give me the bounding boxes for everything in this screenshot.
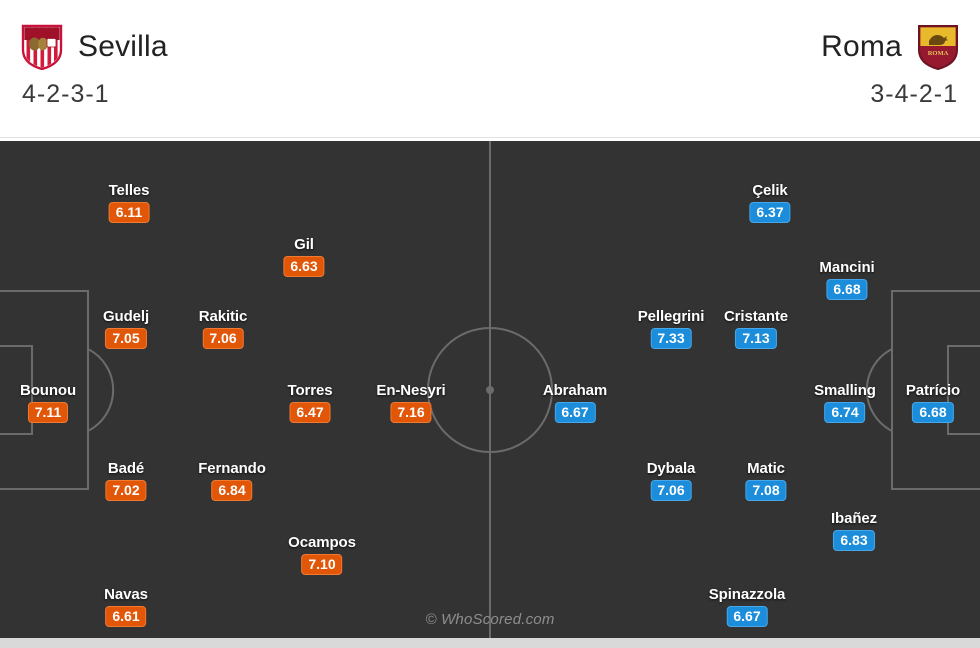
player-marker[interactable]: Patrício 6.68 xyxy=(906,383,960,423)
player-name: Gil xyxy=(294,236,314,253)
player-marker[interactable]: Torres 6.47 xyxy=(288,383,333,423)
player-rating-badge: 6.61 xyxy=(105,606,147,627)
player-marker[interactable]: Ocampos 7.10 xyxy=(288,535,356,575)
player-rating-badge: 7.06 xyxy=(202,328,244,349)
player-name: Smalling xyxy=(814,382,876,399)
player-rating-badge: 6.47 xyxy=(289,402,331,423)
player-rating-badge: 6.11 xyxy=(108,202,150,223)
match-header: Sevilla 4-2-3-1 Roma xyxy=(0,0,980,138)
svg-text:ROMA: ROMA xyxy=(928,50,949,57)
player-marker[interactable]: Abraham 6.67 xyxy=(543,383,607,423)
player-name: Torres xyxy=(287,382,333,399)
player-marker[interactable]: Rakitic 7.06 xyxy=(198,308,248,349)
player-rating-badge: 6.74 xyxy=(824,402,866,423)
pitch-markings xyxy=(0,141,980,638)
player-marker[interactable]: Navas 6.61 xyxy=(104,587,148,627)
player-name: Ibañez xyxy=(830,510,878,527)
player-marker[interactable]: Dybala 7.06 xyxy=(646,460,696,501)
home-formation: 4-2-3-1 xyxy=(22,80,110,108)
footer-strip xyxy=(0,638,980,648)
pitch: Bounou 7.11 Telles 6.11 Gudelj 7.05 Badé 7.02 Na… xyxy=(0,141,980,638)
player-name: Ocampos xyxy=(288,534,356,551)
player-rating-badge: 7.16 xyxy=(390,402,432,423)
player-name: Matic xyxy=(747,460,785,477)
player-rating-badge: 6.84 xyxy=(211,480,253,501)
player-rating-badge: 7.11 xyxy=(27,402,69,423)
player-rating-badge: 6.68 xyxy=(912,402,954,423)
watermark: © WhoScored.com xyxy=(425,611,555,628)
player-rating-badge: 7.08 xyxy=(745,480,787,501)
player-name: Bounou xyxy=(19,382,77,399)
player-name: Pellegrini xyxy=(637,308,705,325)
player-name: Rakitic xyxy=(198,308,248,325)
player-marker[interactable]: Telles 6.11 xyxy=(109,183,150,223)
player-rating-badge: 7.06 xyxy=(650,480,692,501)
player-marker[interactable]: Bounou 7.11 xyxy=(20,383,76,423)
player-rating-badge: 6.67 xyxy=(554,402,596,423)
player-name: Mancini xyxy=(819,259,875,276)
home-team-row: Sevilla xyxy=(20,18,168,76)
player-rating-badge: 7.33 xyxy=(650,328,692,349)
player-marker[interactable]: Ibañez 6.83 xyxy=(831,511,877,551)
player-marker[interactable]: Fernando 6.84 xyxy=(198,461,266,501)
player-rating-badge: 6.83 xyxy=(833,530,875,551)
player-rating-badge: 6.68 xyxy=(826,279,868,300)
player-marker[interactable]: Gil 6.63 xyxy=(283,236,325,277)
player-name: Cristante xyxy=(723,308,789,325)
home-team-block: Sevilla 4-2-3-1 xyxy=(20,18,168,109)
player-marker[interactable]: Mancini 6.68 xyxy=(819,259,875,300)
player-marker[interactable]: Gudelj 7.05 xyxy=(103,309,149,349)
away-team-block: Roma ROMA xyxy=(821,18,960,109)
player-name: Fernando xyxy=(198,460,266,477)
player-rating-badge: 6.63 xyxy=(283,256,325,277)
player-name: En-Nesyri xyxy=(376,382,446,399)
player-marker[interactable]: Pellegrini 7.33 xyxy=(637,308,705,349)
sevilla-crest-icon xyxy=(20,24,64,70)
player-name: Dybala xyxy=(646,460,696,477)
roma-crest-icon: ROMA xyxy=(916,24,960,70)
away-team-name: Roma xyxy=(821,30,902,63)
player-name: Çelik xyxy=(752,182,788,199)
player-rating-badge: 7.05 xyxy=(105,328,147,349)
away-formation: 3-4-2-1 xyxy=(870,80,958,108)
player-name: Patrício xyxy=(905,382,961,399)
player-name: Abraham xyxy=(542,382,608,399)
player-marker[interactable]: Badé 7.02 xyxy=(105,460,147,501)
player-name: Telles xyxy=(108,182,150,199)
centre-spot xyxy=(486,386,494,394)
away-team-row: Roma ROMA xyxy=(821,18,960,76)
player-marker[interactable]: Çelik 6.37 xyxy=(749,182,791,223)
player-name: Gudelj xyxy=(102,308,150,325)
player-rating-badge: 6.67 xyxy=(726,606,768,627)
player-marker[interactable]: Smalling 6.74 xyxy=(814,383,876,423)
player-marker[interactable]: Cristante 7.13 xyxy=(724,309,788,349)
player-name: Spinazzola xyxy=(708,586,786,603)
player-rating-badge: 7.13 xyxy=(735,328,777,349)
player-marker[interactable]: Spinazzola 6.67 xyxy=(708,586,786,627)
player-name: Badé xyxy=(107,460,145,477)
player-rating-badge: 7.02 xyxy=(105,480,147,501)
player-marker[interactable]: Matic 7.08 xyxy=(745,460,787,501)
player-name: Navas xyxy=(104,586,148,603)
player-marker[interactable]: En-Nesyri 7.16 xyxy=(376,382,446,423)
player-rating-badge: 7.10 xyxy=(301,554,343,575)
home-team-name: Sevilla xyxy=(78,30,168,63)
player-rating-badge: 6.37 xyxy=(749,202,791,223)
